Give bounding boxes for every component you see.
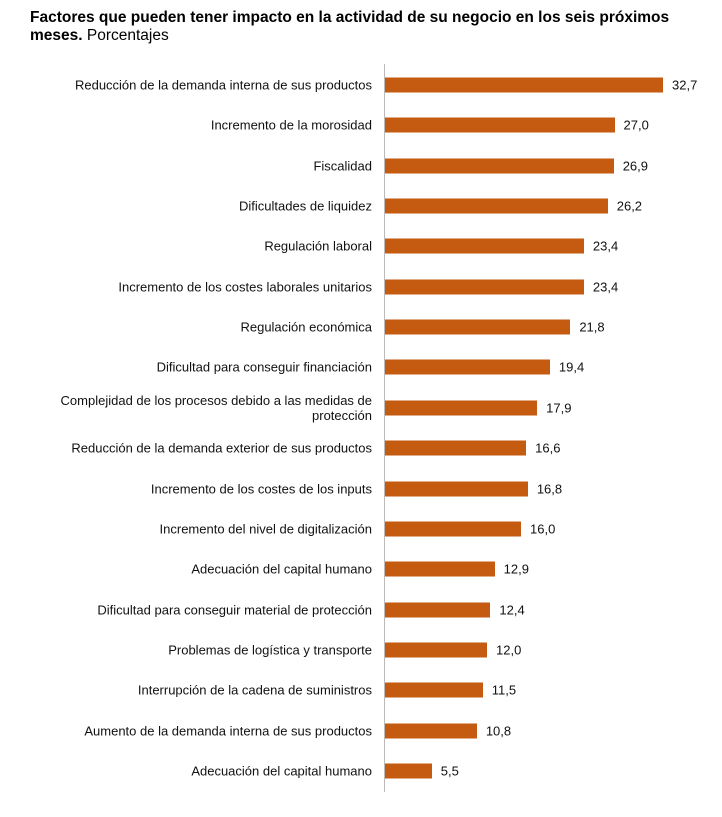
category-label: Problemas de logística y transporte — [168, 642, 372, 658]
value-label: 12,9 — [503, 561, 529, 577]
bar — [385, 198, 608, 214]
category-label: Regulación económica — [240, 319, 372, 335]
bar — [385, 319, 571, 335]
value-label: 12,0 — [496, 642, 522, 658]
bar — [385, 521, 522, 537]
bar — [385, 117, 615, 133]
bar — [385, 359, 550, 375]
bar — [385, 400, 538, 416]
value-label: 19,4 — [558, 359, 585, 375]
bar — [385, 602, 491, 618]
bar — [385, 723, 477, 739]
value-label: 26,2 — [616, 198, 643, 214]
value-label: 16,8 — [536, 481, 563, 496]
category-label: Dificultades de liquidez — [239, 198, 372, 214]
value-label: 32,7 — [672, 77, 698, 93]
category-label: Dificultad para conseguir financiación — [156, 359, 372, 375]
value-label: 23,4 — [592, 279, 619, 295]
value-label: 12,4 — [499, 602, 525, 618]
category-label: Dificultad para conseguir material de pr… — [97, 602, 372, 618]
category-label: Incremento de los costes de los inputs — [150, 481, 372, 496]
axis-line — [384, 64, 385, 792]
value-label: 11,5 — [491, 682, 517, 698]
bar — [385, 682, 483, 698]
category-label: Complejidad de los procesos debido a las… — [60, 392, 372, 423]
value-label: 23,4 — [592, 238, 619, 254]
bar — [385, 481, 528, 496]
category-label: Reducción de la demanda exterior de sus … — [71, 440, 372, 456]
bar — [385, 642, 488, 658]
category-label: Reducción de la demanda interna de sus p… — [74, 77, 372, 93]
category-label: Aumento de la demanda interna de sus pro… — [84, 723, 372, 739]
title-block: Factores que pueden tener impacto en la … — [30, 9, 700, 45]
category-label: Regulación laboral — [264, 238, 372, 254]
category-label: Incremento de la morosidad — [210, 117, 372, 133]
category-label: Incremento de los costes laborales unita… — [118, 279, 372, 295]
bar — [385, 158, 614, 174]
bar — [385, 440, 527, 456]
bar — [385, 238, 584, 254]
value-label: 5,5 — [440, 763, 459, 779]
category-label: Interrupción de la cadena de suministros — [137, 682, 372, 698]
value-label: 21,8 — [579, 319, 605, 335]
value-label: 26,9 — [622, 158, 648, 174]
category-label: Adecuación del capital humano — [191, 763, 372, 779]
value-label: 16,0 — [530, 521, 556, 537]
value-label: 16,6 — [535, 440, 561, 456]
bar — [385, 279, 584, 295]
bar — [385, 763, 432, 779]
chart-subtitle: Porcentajes — [86, 27, 169, 44]
bar — [385, 561, 495, 577]
category-label: Incremento del nivel de digitalización — [159, 521, 372, 537]
category-label: Fiscalidad — [313, 158, 372, 174]
value-label: 27,0 — [623, 117, 649, 133]
value-label: 10,8 — [485, 723, 512, 739]
bar — [385, 77, 663, 93]
chart-title: Factores que pueden tener impacto en la … — [30, 9, 670, 44]
value-label: 17,9 — [546, 400, 572, 416]
category-label: Adecuación del capital humano — [191, 561, 372, 577]
